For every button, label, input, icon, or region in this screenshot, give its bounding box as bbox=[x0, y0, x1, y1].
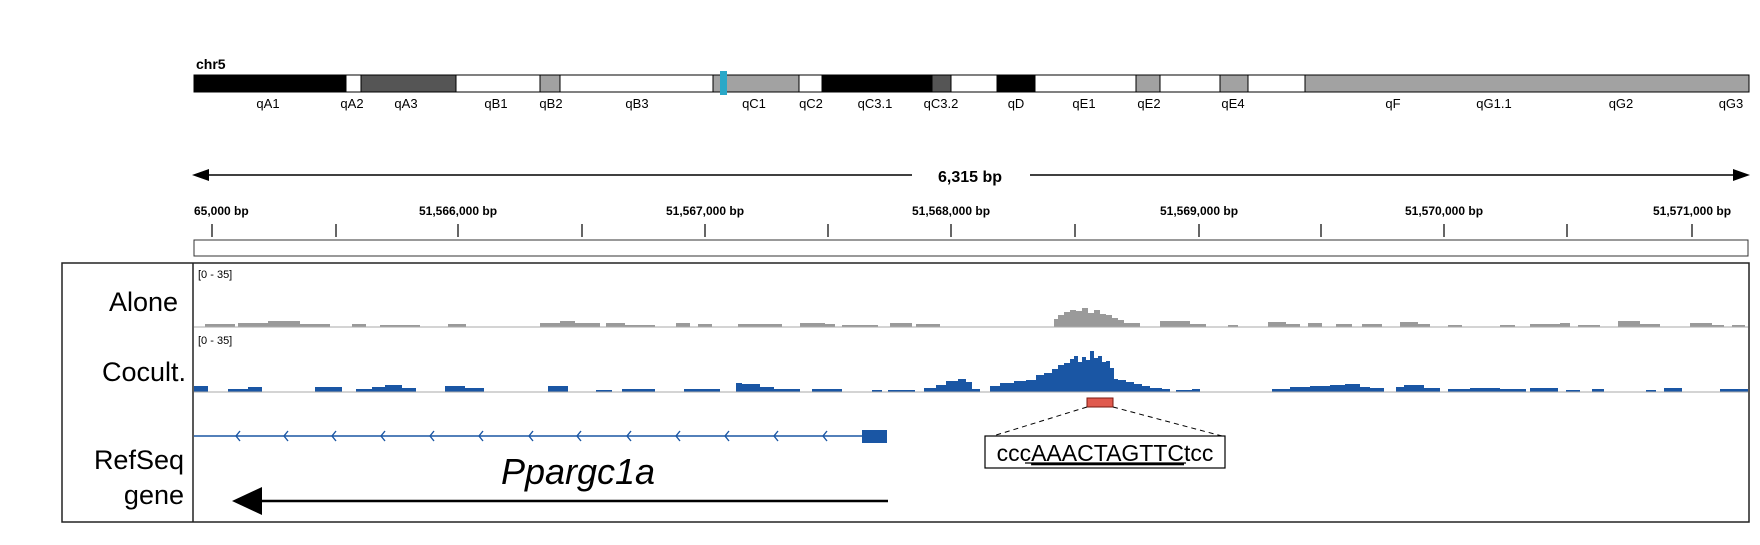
chromosome-band[interactable] bbox=[559, 74, 714, 93]
band-label: qG3 bbox=[1719, 96, 1744, 111]
band-label: qG1.1 bbox=[1476, 96, 1511, 111]
chromosome-band[interactable] bbox=[1247, 74, 1306, 93]
strand-chevron-icon bbox=[822, 430, 828, 442]
strand-chevron-icon bbox=[528, 430, 534, 442]
band-label: qC3.2 bbox=[924, 96, 959, 111]
band-label: qC1 bbox=[742, 96, 766, 111]
track-name-refseq[interactable]: RefSeq bbox=[94, 445, 184, 475]
data-range-alone: [0 - 35] bbox=[198, 269, 232, 281]
span-arrow bbox=[192, 169, 1750, 181]
chromosome-band[interactable] bbox=[1034, 74, 1137, 93]
track-name-gene[interactable]: gene bbox=[124, 480, 184, 510]
chromosome-band[interactable] bbox=[539, 74, 561, 93]
strand-chevron-icon bbox=[283, 430, 289, 442]
region-navigator-box[interactable] bbox=[193, 239, 1749, 257]
band-label: qD bbox=[1008, 96, 1025, 111]
coverage-profile bbox=[194, 308, 1748, 327]
band-label: qA3 bbox=[394, 96, 417, 111]
gene-model-ppargc1a[interactable] bbox=[194, 430, 887, 443]
band-label: qE2 bbox=[1137, 96, 1160, 111]
band-label: qE1 bbox=[1072, 96, 1095, 111]
ruler-tick-label: 51,567,000 bp bbox=[666, 204, 744, 218]
motif-prefix: ccc bbox=[997, 440, 1032, 466]
chromosome-band[interactable] bbox=[1159, 74, 1221, 93]
motif-site-marker[interactable] bbox=[1086, 397, 1114, 408]
coverage-track-cocult[interactable] bbox=[194, 351, 1748, 392]
chromosome-band[interactable] bbox=[1135, 74, 1161, 93]
chromosome-band[interactable] bbox=[931, 74, 952, 93]
ruler-start-label: 65,000 bp bbox=[194, 204, 249, 218]
ruler-tick-label: 51,570,000 bp bbox=[1405, 204, 1483, 218]
band-label: qC3.1 bbox=[858, 96, 893, 111]
chromosome-band-labels: qA1 qA2 qA3 qB1 qB2 qB3 qC1 qC2 qC3.1 qC3.2 qD qE1 q… bbox=[256, 96, 1743, 111]
ruler-ticks bbox=[211, 224, 1693, 237]
chromosome-band[interactable] bbox=[345, 74, 362, 93]
strand-chevron-icon bbox=[576, 430, 582, 442]
chromosome-band[interactable] bbox=[1219, 74, 1249, 93]
strand-chevron-icon bbox=[675, 430, 681, 442]
chromosome-band[interactable] bbox=[996, 74, 1036, 93]
data-panel bbox=[61, 262, 1750, 523]
band-label: qB2 bbox=[539, 96, 562, 111]
band-label: qA1 bbox=[256, 96, 279, 111]
band-label: qC2 bbox=[799, 96, 823, 111]
gene-name[interactable]: Ppargc1a bbox=[501, 451, 655, 492]
track-name-cocult[interactable]: Cocult. bbox=[102, 357, 186, 387]
strand-chevron-icon bbox=[626, 430, 632, 442]
chromosome-band[interactable] bbox=[950, 74, 998, 93]
current-region-marker bbox=[720, 71, 727, 95]
chromosome-band[interactable] bbox=[1304, 74, 1750, 93]
chromosome-band[interactable] bbox=[193, 74, 347, 93]
strand-chevron-icon bbox=[724, 430, 730, 442]
ruler-tick-label: 51,568,000 bp bbox=[912, 204, 990, 218]
band-label: qF bbox=[1385, 96, 1400, 111]
motif-core: AAACTAGTTC bbox=[1031, 440, 1184, 466]
track-name-alone[interactable]: Alone bbox=[109, 287, 178, 317]
band-label: qB1 bbox=[484, 96, 507, 111]
data-range-cocult: [0 - 35] bbox=[198, 335, 232, 347]
chromosome-band[interactable] bbox=[455, 74, 541, 93]
arrow-head-left-icon bbox=[232, 487, 262, 515]
chromosome-band[interactable] bbox=[798, 74, 823, 93]
ruler-tick-label: 51,571,000 bp bbox=[1653, 204, 1731, 218]
chromosome-name: chr5 bbox=[196, 56, 226, 72]
strand-chevron-icon bbox=[331, 430, 337, 442]
callout-line-left bbox=[992, 406, 1088, 437]
callout-line-right bbox=[1112, 406, 1223, 437]
strand-chevron-icon bbox=[773, 430, 779, 442]
strand-chevron-icon bbox=[429, 430, 435, 442]
chromosome-ideogram[interactable] bbox=[193, 74, 1750, 93]
band-label: qE4 bbox=[1221, 96, 1244, 111]
coverage-track-alone[interactable] bbox=[194, 308, 1748, 327]
coverage-profile bbox=[194, 351, 1748, 392]
ruler-tick-label: 51,569,000 bp bbox=[1160, 204, 1238, 218]
band-label: qA2 bbox=[340, 96, 363, 111]
strand-chevron-icon bbox=[380, 430, 386, 442]
strand-chevron-icon bbox=[235, 430, 241, 442]
band-label: qB3 bbox=[625, 96, 648, 111]
band-label: qG2 bbox=[1609, 96, 1634, 111]
span-length-label: 6,315 bp bbox=[938, 169, 1002, 186]
strand-chevron-icon bbox=[478, 430, 484, 442]
chromosome-band[interactable] bbox=[821, 74, 933, 93]
motif-sequence: cccAAACTAGTTCtcc bbox=[997, 440, 1214, 466]
ruler-tick-label: 51,566,000 bp bbox=[419, 204, 497, 218]
chromosome-band[interactable] bbox=[360, 74, 457, 93]
motif-suffix: tcc bbox=[1184, 440, 1213, 466]
